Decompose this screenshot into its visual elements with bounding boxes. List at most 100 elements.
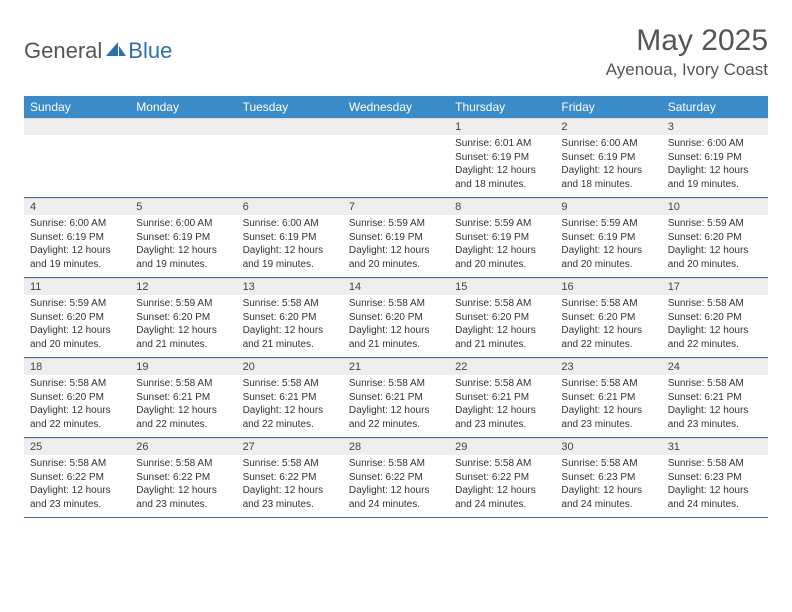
calendar-row: 4Sunrise: 6:00 AMSunset: 6:19 PMDaylight… bbox=[24, 198, 768, 278]
calendar-cell: 31Sunrise: 5:58 AMSunset: 6:23 PMDayligh… bbox=[662, 438, 768, 518]
day-number: 19 bbox=[130, 358, 236, 375]
day-number: 28 bbox=[343, 438, 449, 455]
day-data: Sunrise: 5:58 AMSunset: 6:21 PMDaylight:… bbox=[449, 375, 555, 437]
logo: General Blue bbox=[24, 24, 172, 64]
calendar-body: 1Sunrise: 6:01 AMSunset: 6:19 PMDaylight… bbox=[24, 118, 768, 518]
empty-day bbox=[24, 118, 130, 135]
day-number: 5 bbox=[130, 198, 236, 215]
calendar-cell: 23Sunrise: 5:58 AMSunset: 6:21 PMDayligh… bbox=[555, 358, 661, 438]
calendar-cell: 19Sunrise: 5:58 AMSunset: 6:21 PMDayligh… bbox=[130, 358, 236, 438]
calendar-cell: 11Sunrise: 5:59 AMSunset: 6:20 PMDayligh… bbox=[24, 278, 130, 358]
calendar-cell: 1Sunrise: 6:01 AMSunset: 6:19 PMDaylight… bbox=[449, 118, 555, 198]
calendar-cell: 16Sunrise: 5:58 AMSunset: 6:20 PMDayligh… bbox=[555, 278, 661, 358]
day-data: Sunrise: 6:00 AMSunset: 6:19 PMDaylight:… bbox=[662, 135, 768, 197]
location: Ayenoua, Ivory Coast bbox=[606, 60, 768, 80]
calendar-cell bbox=[130, 118, 236, 198]
calendar-cell: 21Sunrise: 5:58 AMSunset: 6:21 PMDayligh… bbox=[343, 358, 449, 438]
day-data: Sunrise: 5:58 AMSunset: 6:21 PMDaylight:… bbox=[237, 375, 343, 437]
calendar-cell: 29Sunrise: 5:58 AMSunset: 6:22 PMDayligh… bbox=[449, 438, 555, 518]
day-number: 26 bbox=[130, 438, 236, 455]
calendar-cell: 25Sunrise: 5:58 AMSunset: 6:22 PMDayligh… bbox=[24, 438, 130, 518]
day-data: Sunrise: 5:58 AMSunset: 6:20 PMDaylight:… bbox=[343, 295, 449, 357]
day-number: 6 bbox=[237, 198, 343, 215]
calendar-cell: 17Sunrise: 5:58 AMSunset: 6:20 PMDayligh… bbox=[662, 278, 768, 358]
day-number: 31 bbox=[662, 438, 768, 455]
day-data: Sunrise: 5:58 AMSunset: 6:22 PMDaylight:… bbox=[130, 455, 236, 517]
title-block: May 2025 Ayenoua, Ivory Coast bbox=[606, 24, 768, 80]
day-number: 13 bbox=[237, 278, 343, 295]
calendar-cell bbox=[237, 118, 343, 198]
day-data: Sunrise: 6:00 AMSunset: 6:19 PMDaylight:… bbox=[130, 215, 236, 277]
empty-day bbox=[130, 118, 236, 135]
calendar-header-row: SundayMondayTuesdayWednesdayThursdayFrid… bbox=[24, 96, 768, 118]
day-data: Sunrise: 5:58 AMSunset: 6:22 PMDaylight:… bbox=[24, 455, 130, 517]
empty-day bbox=[237, 118, 343, 135]
day-data: Sunrise: 5:58 AMSunset: 6:20 PMDaylight:… bbox=[449, 295, 555, 357]
day-number: 15 bbox=[449, 278, 555, 295]
day-number: 21 bbox=[343, 358, 449, 375]
day-data: Sunrise: 5:58 AMSunset: 6:20 PMDaylight:… bbox=[662, 295, 768, 357]
calendar-cell: 7Sunrise: 5:59 AMSunset: 6:19 PMDaylight… bbox=[343, 198, 449, 278]
calendar-table: SundayMondayTuesdayWednesdayThursdayFrid… bbox=[24, 96, 768, 518]
day-number: 24 bbox=[662, 358, 768, 375]
day-number: 7 bbox=[343, 198, 449, 215]
day-number: 2 bbox=[555, 118, 661, 135]
day-number: 12 bbox=[130, 278, 236, 295]
day-data: Sunrise: 6:00 AMSunset: 6:19 PMDaylight:… bbox=[237, 215, 343, 277]
day-number: 11 bbox=[24, 278, 130, 295]
day-data: Sunrise: 5:58 AMSunset: 6:21 PMDaylight:… bbox=[662, 375, 768, 437]
day-data: Sunrise: 5:59 AMSunset: 6:19 PMDaylight:… bbox=[449, 215, 555, 277]
calendar-row: 11Sunrise: 5:59 AMSunset: 6:20 PMDayligh… bbox=[24, 278, 768, 358]
calendar-cell: 2Sunrise: 6:00 AMSunset: 6:19 PMDaylight… bbox=[555, 118, 661, 198]
calendar-header-cell: Friday bbox=[555, 96, 661, 118]
calendar-cell: 8Sunrise: 5:59 AMSunset: 6:19 PMDaylight… bbox=[449, 198, 555, 278]
calendar-cell: 24Sunrise: 5:58 AMSunset: 6:21 PMDayligh… bbox=[662, 358, 768, 438]
day-data: Sunrise: 6:01 AMSunset: 6:19 PMDaylight:… bbox=[449, 135, 555, 197]
day-number: 14 bbox=[343, 278, 449, 295]
day-data: Sunrise: 6:00 AMSunset: 6:19 PMDaylight:… bbox=[24, 215, 130, 277]
day-number: 9 bbox=[555, 198, 661, 215]
day-number: 23 bbox=[555, 358, 661, 375]
day-data: Sunrise: 5:58 AMSunset: 6:21 PMDaylight:… bbox=[130, 375, 236, 437]
day-data: Sunrise: 5:58 AMSunset: 6:23 PMDaylight:… bbox=[555, 455, 661, 517]
empty-day bbox=[343, 118, 449, 135]
calendar-cell: 28Sunrise: 5:58 AMSunset: 6:22 PMDayligh… bbox=[343, 438, 449, 518]
day-data: Sunrise: 6:00 AMSunset: 6:19 PMDaylight:… bbox=[555, 135, 661, 197]
day-data: Sunrise: 5:59 AMSunset: 6:20 PMDaylight:… bbox=[130, 295, 236, 357]
calendar-header-cell: Tuesday bbox=[237, 96, 343, 118]
day-data: Sunrise: 5:59 AMSunset: 6:20 PMDaylight:… bbox=[662, 215, 768, 277]
day-data: Sunrise: 5:58 AMSunset: 6:21 PMDaylight:… bbox=[555, 375, 661, 437]
day-data: Sunrise: 5:59 AMSunset: 6:19 PMDaylight:… bbox=[343, 215, 449, 277]
day-number: 8 bbox=[449, 198, 555, 215]
day-number: 18 bbox=[24, 358, 130, 375]
day-number: 3 bbox=[662, 118, 768, 135]
calendar-row: 18Sunrise: 5:58 AMSunset: 6:20 PMDayligh… bbox=[24, 358, 768, 438]
day-data: Sunrise: 5:58 AMSunset: 6:23 PMDaylight:… bbox=[662, 455, 768, 517]
day-number: 27 bbox=[237, 438, 343, 455]
calendar-cell: 3Sunrise: 6:00 AMSunset: 6:19 PMDaylight… bbox=[662, 118, 768, 198]
day-data: Sunrise: 5:58 AMSunset: 6:20 PMDaylight:… bbox=[237, 295, 343, 357]
day-data: Sunrise: 5:58 AMSunset: 6:20 PMDaylight:… bbox=[24, 375, 130, 437]
calendar-cell: 13Sunrise: 5:58 AMSunset: 6:20 PMDayligh… bbox=[237, 278, 343, 358]
day-number: 30 bbox=[555, 438, 661, 455]
logo-text-general: General bbox=[24, 38, 102, 64]
calendar-cell: 14Sunrise: 5:58 AMSunset: 6:20 PMDayligh… bbox=[343, 278, 449, 358]
day-data: Sunrise: 5:59 AMSunset: 6:19 PMDaylight:… bbox=[555, 215, 661, 277]
calendar-row: 25Sunrise: 5:58 AMSunset: 6:22 PMDayligh… bbox=[24, 438, 768, 518]
calendar-cell bbox=[24, 118, 130, 198]
header: General Blue May 2025 Ayenoua, Ivory Coa… bbox=[24, 24, 768, 80]
calendar-header-cell: Saturday bbox=[662, 96, 768, 118]
logo-text-blue: Blue bbox=[128, 38, 172, 64]
calendar-header-cell: Thursday bbox=[449, 96, 555, 118]
day-number: 1 bbox=[449, 118, 555, 135]
day-number: 29 bbox=[449, 438, 555, 455]
day-data: Sunrise: 5:59 AMSunset: 6:20 PMDaylight:… bbox=[24, 295, 130, 357]
day-data: Sunrise: 5:58 AMSunset: 6:21 PMDaylight:… bbox=[343, 375, 449, 437]
calendar-cell: 27Sunrise: 5:58 AMSunset: 6:22 PMDayligh… bbox=[237, 438, 343, 518]
calendar-cell: 9Sunrise: 5:59 AMSunset: 6:19 PMDaylight… bbox=[555, 198, 661, 278]
day-number: 17 bbox=[662, 278, 768, 295]
day-number: 25 bbox=[24, 438, 130, 455]
calendar-cell: 5Sunrise: 6:00 AMSunset: 6:19 PMDaylight… bbox=[130, 198, 236, 278]
calendar-row: 1Sunrise: 6:01 AMSunset: 6:19 PMDaylight… bbox=[24, 118, 768, 198]
calendar-cell: 22Sunrise: 5:58 AMSunset: 6:21 PMDayligh… bbox=[449, 358, 555, 438]
